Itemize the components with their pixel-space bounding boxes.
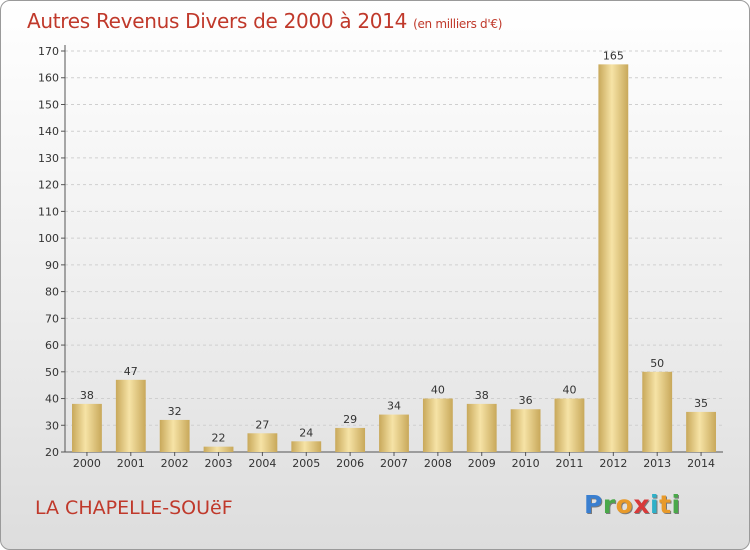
y-tick-label: 60 [45, 339, 59, 352]
bar [115, 379, 146, 452]
x-tick-label: 2006 [336, 457, 364, 470]
data-label: 47 [124, 365, 138, 378]
bar [466, 403, 497, 452]
x-tick-label: 2008 [424, 457, 452, 470]
bar [642, 371, 673, 452]
x-tick-label: 2003 [205, 457, 233, 470]
data-label: 38 [475, 389, 489, 402]
bar [247, 433, 278, 452]
data-label: 40 [431, 384, 445, 397]
data-label: 50 [650, 357, 664, 370]
logo-letter: i [650, 490, 660, 519]
x-tick-label: 2014 [687, 457, 715, 470]
x-tick-label: 2007 [380, 457, 408, 470]
data-label: 40 [562, 384, 576, 397]
y-tick-label: 40 [45, 393, 59, 406]
y-tick-label: 120 [38, 179, 59, 192]
y-tick-label: 30 [45, 419, 59, 432]
y-tick-label: 110 [38, 205, 59, 218]
data-label: 27 [255, 418, 269, 431]
y-tick-label: 130 [38, 152, 59, 165]
bar [159, 419, 190, 452]
data-label: 38 [80, 389, 94, 402]
y-tick-label: 50 [45, 366, 59, 379]
bar [598, 64, 629, 452]
data-label: 32 [168, 405, 182, 418]
data-label: 24 [299, 426, 313, 439]
x-tick-label: 2010 [512, 457, 540, 470]
x-tick-label: 2005 [292, 457, 320, 470]
data-label: 165 [603, 49, 624, 62]
logo-letter: t [659, 490, 672, 519]
data-label: 22 [212, 432, 226, 445]
bar [291, 441, 322, 452]
bar [422, 398, 453, 452]
x-tick-label: 2013 [643, 457, 671, 470]
logo-letter: P [584, 490, 603, 519]
x-tick-label: 2000 [73, 457, 101, 470]
logo-letter: o [615, 490, 634, 519]
data-label: 36 [519, 394, 533, 407]
data-label: 35 [694, 397, 708, 410]
y-tick-label: 160 [38, 72, 59, 85]
x-tick-label: 2002 [161, 457, 189, 470]
logo-letter: x [633, 490, 650, 519]
chart-title: Autres Revenus Divers de 2000 à 2014 (en … [27, 9, 502, 33]
y-tick-label: 70 [45, 312, 59, 325]
y-tick-label: 100 [38, 232, 59, 245]
data-label: 29 [343, 413, 357, 426]
proxiti-logo: Proxiti [584, 490, 681, 519]
bar [686, 411, 716, 452]
chart-title-text: Autres Revenus Divers de 2000 à 2014 [27, 9, 408, 33]
y-tick-label: 170 [38, 45, 59, 58]
logo-letter: r [602, 490, 616, 519]
y-tick-label: 90 [45, 259, 59, 272]
x-tick-label: 2012 [599, 457, 627, 470]
y-tick-label: 150 [38, 98, 59, 111]
x-tick-label: 2011 [555, 457, 583, 470]
bar [379, 414, 409, 452]
logo-letter: i [671, 490, 681, 519]
chart-subtitle: (en milliers d'€) [413, 17, 503, 31]
bar [554, 398, 585, 452]
x-tick-label: 2004 [248, 457, 276, 470]
bar [335, 427, 366, 452]
bar [72, 403, 102, 452]
commune-name: LA CHAPELLE-SOUëF [35, 497, 233, 519]
x-tick-label: 2009 [468, 457, 496, 470]
y-tick-label: 80 [45, 286, 59, 299]
bar [510, 409, 541, 452]
data-label: 34 [387, 400, 401, 413]
y-tick-label: 140 [38, 125, 59, 138]
x-tick-label: 2001 [117, 457, 145, 470]
y-tick-label: 20 [45, 446, 59, 459]
bar [203, 446, 234, 452]
